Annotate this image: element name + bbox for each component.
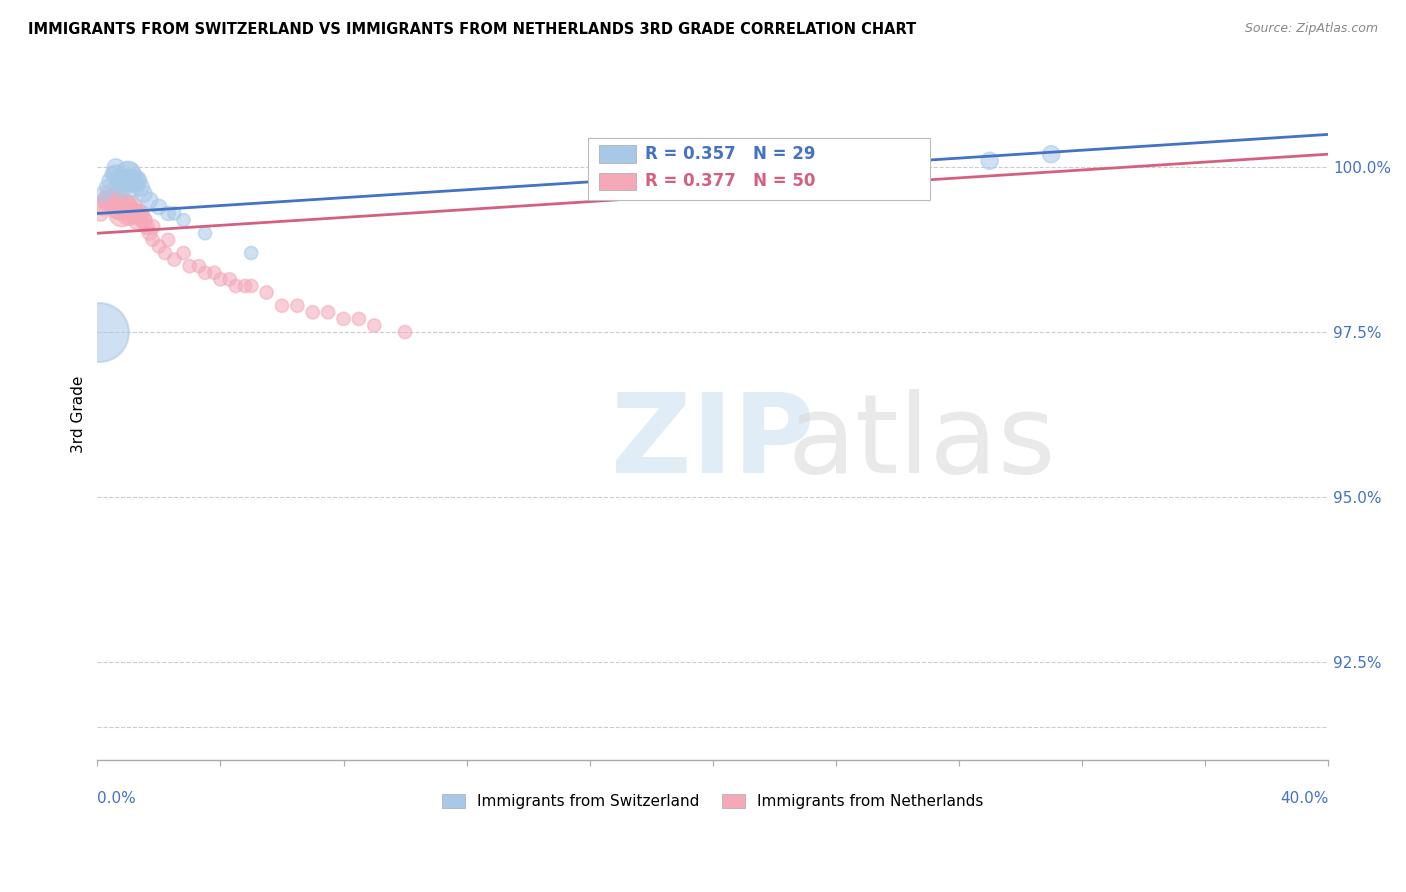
Point — [157, 206, 180, 220]
Point — [108, 200, 131, 214]
Point — [89, 206, 111, 220]
Point — [96, 194, 118, 208]
Point — [101, 167, 124, 181]
Point — [124, 173, 146, 187]
Point — [127, 213, 149, 227]
Text: Source: ZipAtlas.com: Source: ZipAtlas.com — [1244, 22, 1378, 36]
Point — [93, 186, 115, 201]
Point — [104, 194, 127, 208]
Point — [101, 194, 124, 208]
Point — [117, 167, 139, 181]
Point — [240, 279, 263, 293]
Point — [173, 213, 195, 227]
Point — [209, 272, 232, 286]
Text: 40.0%: 40.0% — [1279, 791, 1329, 806]
Point — [225, 279, 247, 293]
Text: ZIP: ZIP — [612, 389, 814, 496]
Point — [93, 200, 115, 214]
Point — [256, 285, 278, 300]
Point — [129, 206, 152, 220]
Point — [163, 252, 186, 267]
Point — [824, 161, 846, 175]
Point — [163, 206, 186, 220]
Point — [132, 213, 155, 227]
Point — [98, 173, 121, 187]
FancyBboxPatch shape — [588, 137, 929, 201]
Point — [114, 200, 136, 214]
Point — [111, 173, 134, 187]
Point — [120, 200, 142, 214]
Point — [127, 206, 149, 220]
Point — [124, 180, 146, 194]
Text: R = 0.357   N = 29: R = 0.357 N = 29 — [645, 145, 815, 162]
Point — [135, 219, 157, 234]
Point — [394, 325, 416, 339]
Point — [142, 233, 165, 247]
Point — [316, 305, 339, 319]
Point — [1040, 147, 1063, 161]
Point — [132, 186, 155, 201]
Legend: Immigrants from Switzerland, Immigrants from Netherlands: Immigrants from Switzerland, Immigrants … — [436, 788, 990, 815]
Text: atlas: atlas — [787, 389, 1056, 496]
Point — [271, 299, 294, 313]
Point — [347, 312, 370, 326]
Point — [96, 194, 118, 208]
Point — [101, 186, 124, 201]
Point — [120, 173, 142, 187]
Text: 0.0%: 0.0% — [97, 791, 136, 806]
Point — [187, 259, 209, 273]
Point — [111, 206, 134, 220]
Point — [194, 266, 217, 280]
Point — [142, 219, 165, 234]
Point — [194, 226, 217, 240]
Point — [104, 161, 127, 175]
Point — [301, 305, 323, 319]
Point — [233, 279, 256, 293]
Point — [148, 200, 170, 214]
Point — [124, 206, 146, 220]
Text: R = 0.377   N = 50: R = 0.377 N = 50 — [645, 172, 815, 190]
Point — [104, 167, 127, 181]
Point — [138, 226, 160, 240]
Point — [173, 246, 195, 260]
Point — [218, 272, 240, 286]
Point — [96, 180, 118, 194]
Point — [153, 246, 176, 260]
Text: IMMIGRANTS FROM SWITZERLAND VS IMMIGRANTS FROM NETHERLANDS 3RD GRADE CORRELATION: IMMIGRANTS FROM SWITZERLAND VS IMMIGRANT… — [28, 22, 917, 37]
Point — [87, 325, 110, 339]
Point — [132, 213, 155, 227]
FancyBboxPatch shape — [599, 145, 636, 162]
Point — [98, 194, 121, 208]
Point — [138, 194, 160, 208]
Point — [285, 299, 308, 313]
Point — [111, 180, 134, 194]
Point — [108, 173, 131, 187]
Point — [157, 233, 180, 247]
Point — [129, 180, 152, 194]
Point — [117, 167, 139, 181]
Point — [108, 200, 131, 214]
Y-axis label: 3rd Grade: 3rd Grade — [72, 376, 86, 453]
Point — [114, 200, 136, 214]
Point — [179, 259, 201, 273]
Point — [114, 173, 136, 187]
Point — [240, 246, 263, 260]
Point — [148, 239, 170, 253]
Point — [824, 153, 846, 168]
Point — [120, 206, 142, 220]
FancyBboxPatch shape — [599, 173, 636, 190]
Point — [332, 312, 354, 326]
Point — [763, 161, 786, 175]
Point — [127, 173, 149, 187]
Point — [202, 266, 225, 280]
Point — [117, 206, 139, 220]
Point — [979, 153, 1001, 168]
Point — [363, 318, 385, 333]
